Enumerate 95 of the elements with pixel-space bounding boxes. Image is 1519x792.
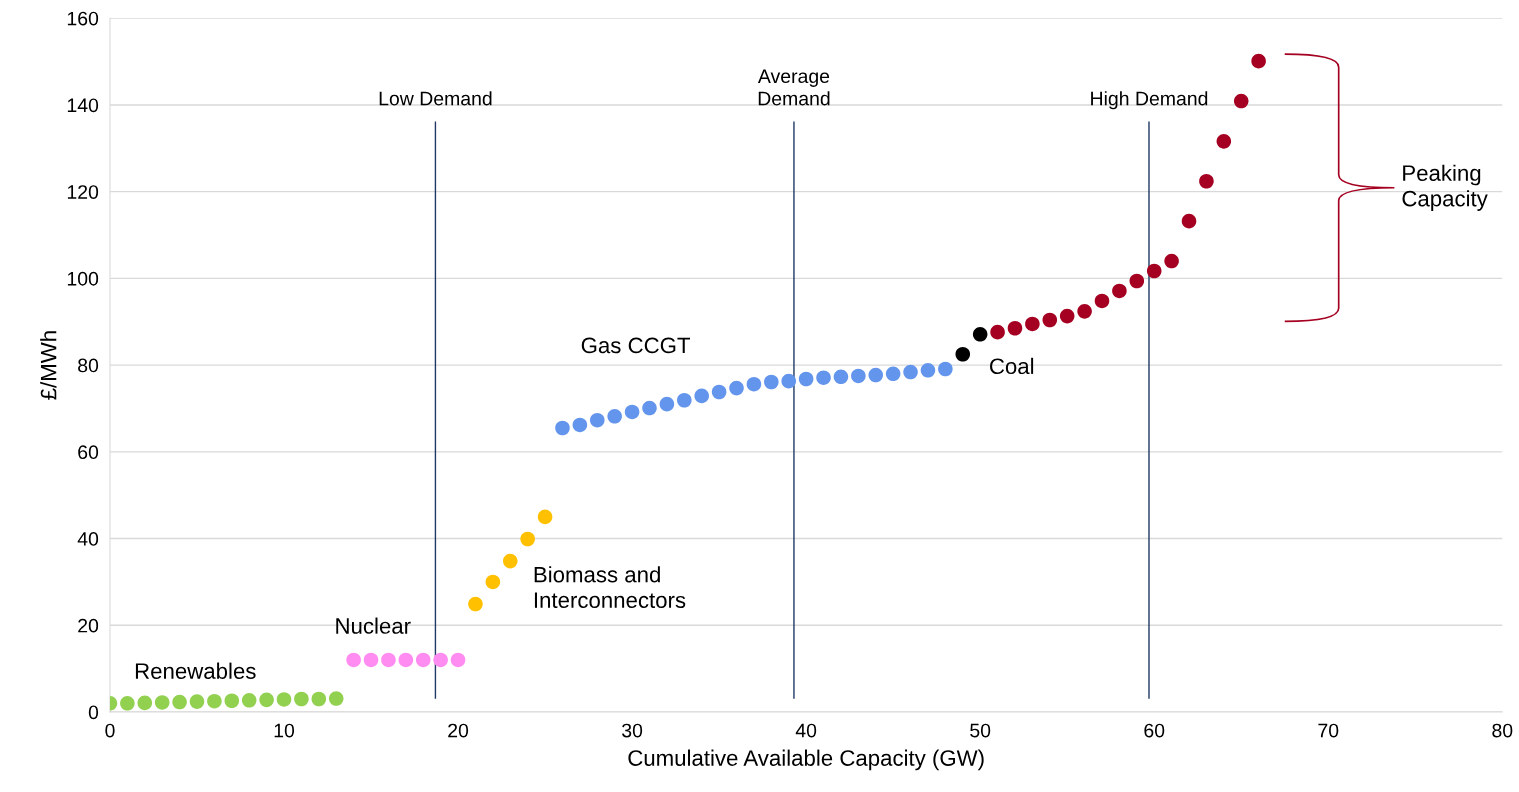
point bbox=[1181, 213, 1197, 229]
point bbox=[1025, 316, 1040, 332]
y-tick-label: 80 bbox=[78, 358, 99, 373]
point bbox=[328, 691, 344, 706]
point bbox=[276, 692, 292, 707]
x-tick-label: 0 bbox=[105, 723, 115, 738]
point bbox=[851, 368, 866, 384]
point bbox=[1112, 283, 1127, 299]
point bbox=[1216, 134, 1232, 149]
y-tick-label: 140 bbox=[67, 98, 99, 113]
point bbox=[433, 652, 448, 668]
series-label: Biomass and Interconnectors bbox=[534, 566, 686, 609]
ref-line-label: Average Demand bbox=[757, 69, 830, 106]
point bbox=[224, 693, 240, 709]
x-tick-label: 20 bbox=[448, 723, 469, 738]
point bbox=[1146, 263, 1162, 279]
point bbox=[764, 374, 779, 390]
point bbox=[746, 376, 762, 392]
series-label: Coal bbox=[990, 357, 1034, 375]
point bbox=[1164, 253, 1179, 269]
point bbox=[1094, 293, 1110, 309]
point bbox=[642, 400, 657, 416]
point bbox=[154, 695, 170, 710]
point bbox=[450, 652, 466, 668]
point bbox=[816, 370, 831, 385]
point bbox=[1199, 173, 1214, 189]
y-tick-label: 20 bbox=[78, 618, 99, 633]
point bbox=[1059, 308, 1075, 324]
y-tick-label: 40 bbox=[77, 532, 99, 546]
point bbox=[903, 364, 918, 380]
point bbox=[938, 361, 953, 377]
point bbox=[137, 695, 153, 711]
point bbox=[781, 373, 797, 389]
point bbox=[624, 404, 640, 420]
x-tick-label: 50 bbox=[970, 723, 991, 738]
point bbox=[555, 420, 570, 436]
x-tick-label: 80 bbox=[1492, 723, 1513, 738]
point bbox=[120, 696, 135, 711]
point bbox=[990, 324, 1005, 340]
point bbox=[537, 509, 553, 525]
point bbox=[415, 652, 431, 668]
y-tick-label: 100 bbox=[67, 271, 99, 286]
annotation: Peaking Capacity bbox=[1402, 164, 1488, 211]
point bbox=[346, 652, 361, 668]
point bbox=[920, 363, 936, 378]
point bbox=[1042, 312, 1058, 328]
point bbox=[607, 409, 622, 424]
y-tick-label: 160 bbox=[67, 11, 99, 26]
series-label: Renewables bbox=[135, 662, 256, 679]
point bbox=[729, 380, 744, 396]
point bbox=[955, 346, 971, 362]
point bbox=[381, 652, 396, 668]
y-tick-label: 0 bbox=[88, 705, 99, 720]
point bbox=[363, 652, 379, 668]
point bbox=[1129, 273, 1145, 289]
point bbox=[833, 369, 849, 385]
point bbox=[294, 691, 309, 707]
point bbox=[172, 694, 187, 710]
point bbox=[885, 366, 901, 382]
point bbox=[468, 596, 483, 612]
point bbox=[590, 412, 605, 428]
x-tick-label: 10 bbox=[274, 723, 295, 738]
ref-line-label: Low Demand bbox=[379, 91, 492, 106]
point bbox=[659, 396, 675, 412]
point bbox=[1077, 304, 1092, 319]
point bbox=[1233, 93, 1249, 109]
point bbox=[972, 327, 988, 342]
point bbox=[311, 691, 327, 707]
point bbox=[259, 692, 274, 708]
y-tick-label: 60 bbox=[78, 445, 99, 460]
x-tick-label: 60 bbox=[1144, 723, 1165, 738]
point bbox=[502, 553, 518, 569]
point bbox=[694, 388, 709, 404]
x-tick-label: 30 bbox=[622, 723, 643, 738]
x-tick-label: 70 bbox=[1318, 723, 1339, 738]
y-tick-label: 120 bbox=[67, 185, 99, 199]
point bbox=[572, 417, 588, 433]
point bbox=[207, 693, 222, 709]
x-axis-title: Cumulative Available Capacity (GW) bbox=[628, 749, 984, 771]
ref-line-label: High Demand bbox=[1091, 91, 1208, 110]
point bbox=[1251, 53, 1266, 69]
series-label: Nuclear bbox=[336, 617, 411, 634]
point bbox=[241, 693, 257, 708]
point bbox=[520, 531, 535, 547]
y-axis-title: £/MWh bbox=[40, 331, 57, 400]
point bbox=[485, 574, 501, 590]
point bbox=[868, 367, 884, 383]
point bbox=[677, 392, 692, 408]
x-tick-label: 40 bbox=[795, 723, 817, 738]
point bbox=[711, 384, 727, 400]
point bbox=[398, 652, 414, 668]
point bbox=[798, 371, 814, 387]
series-label: Gas CCGT bbox=[581, 337, 691, 354]
point bbox=[189, 694, 205, 709]
point bbox=[1007, 320, 1023, 336]
